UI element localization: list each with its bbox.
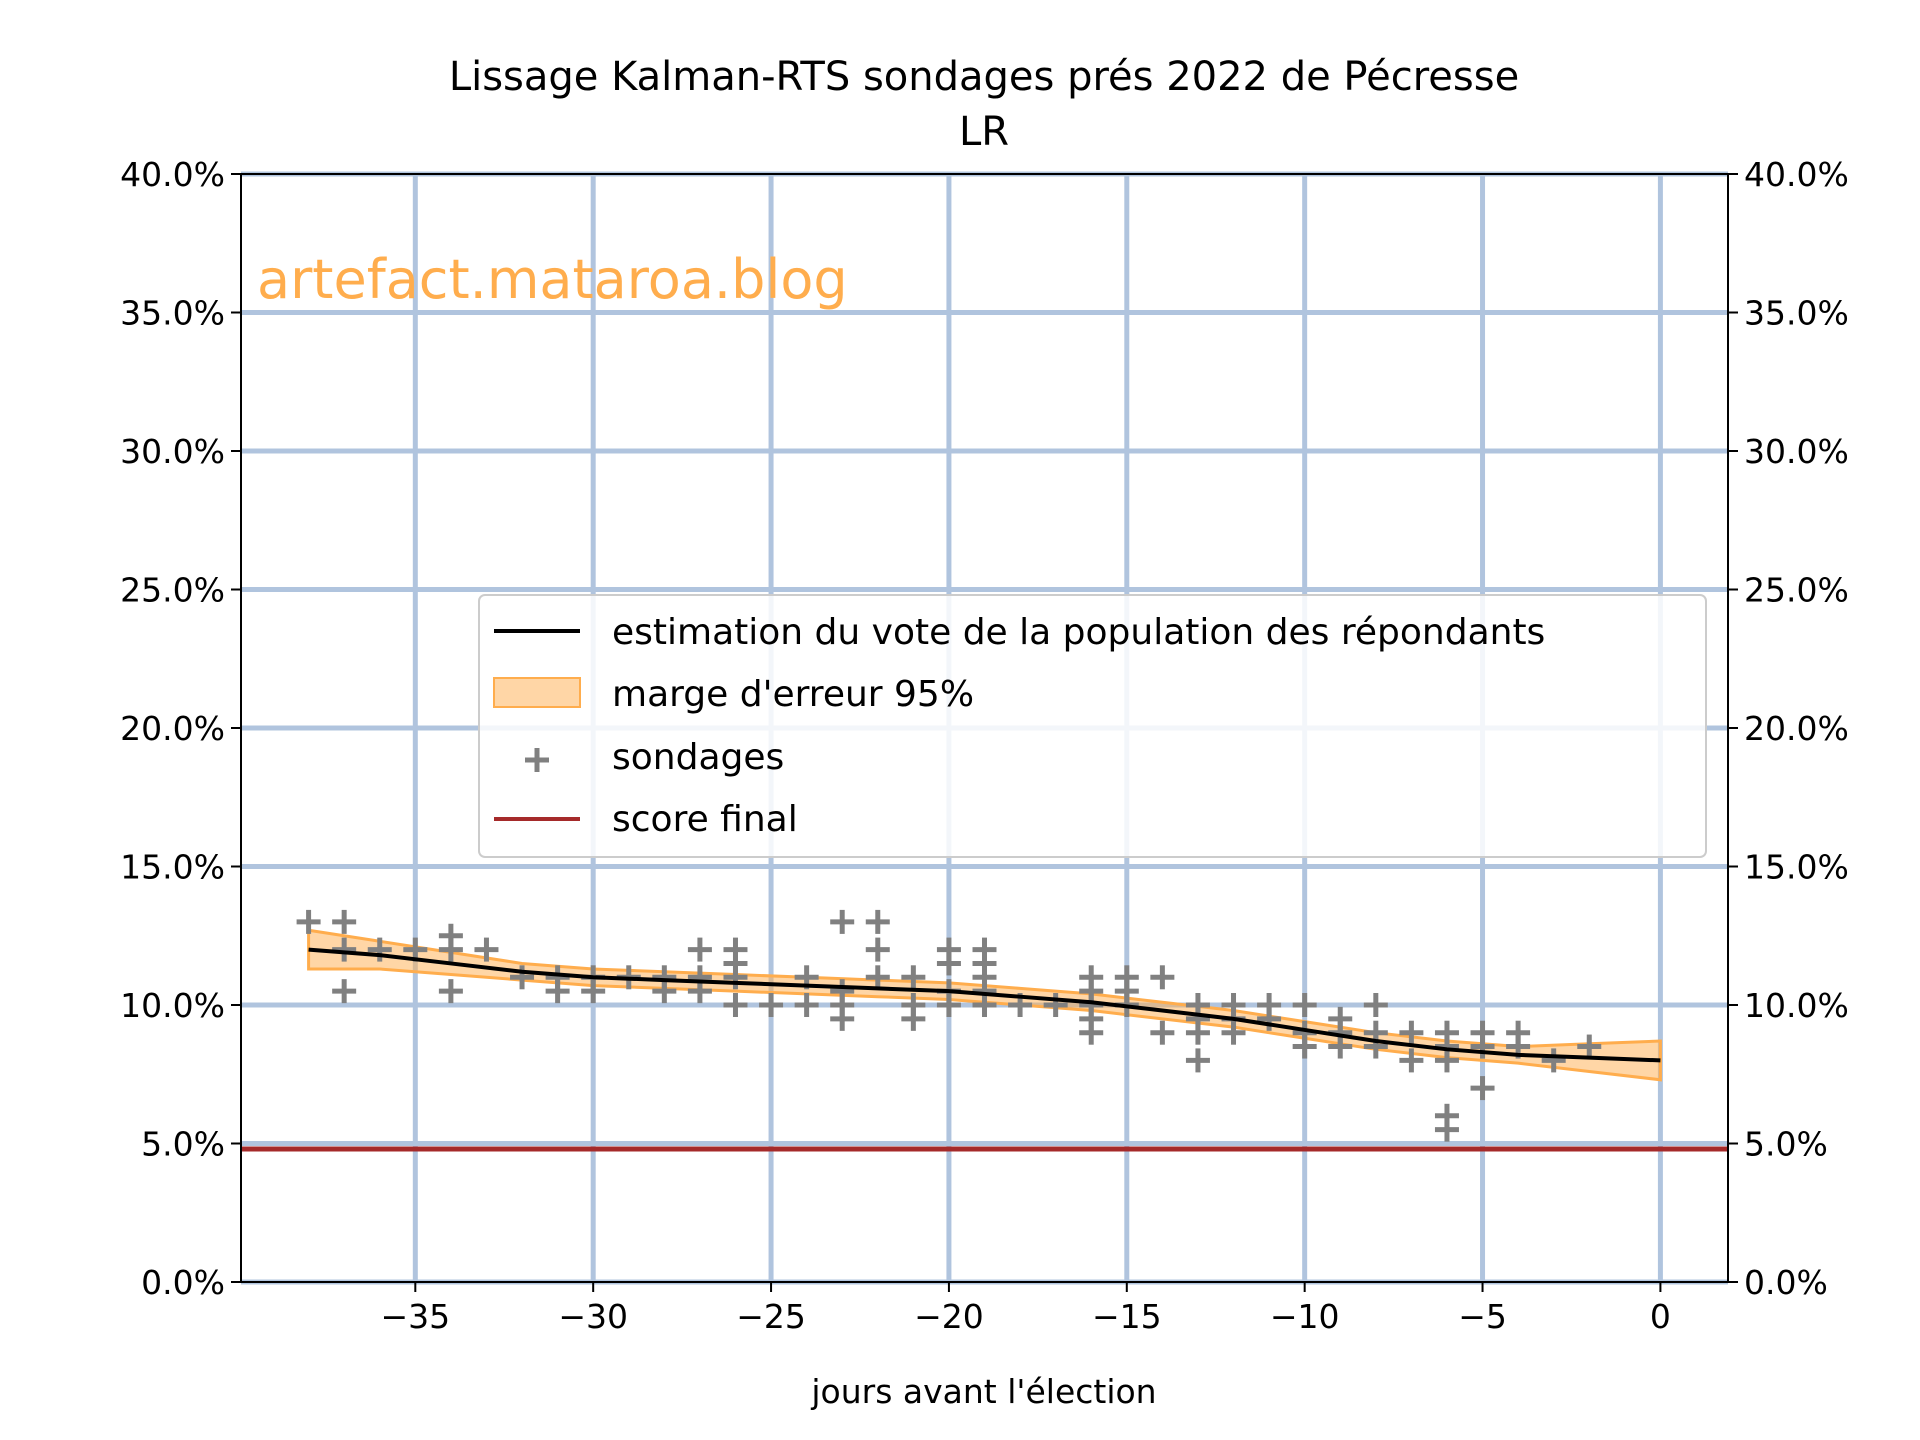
legend-label-band: marge d'erreur 95%: [612, 674, 974, 715]
poll-point: [901, 1006, 926, 1031]
poll-point: [759, 993, 784, 1017]
chart-title: Lissage Kalman-RTS sondages prés 2022 de…: [449, 54, 1519, 100]
x-tick-label: −5: [1458, 1297, 1507, 1336]
y-tick-label-left: 10.0%: [120, 986, 225, 1025]
poll-point: [723, 965, 748, 990]
x-tick-label: −25: [736, 1297, 806, 1336]
y-tick-label-right: 5.0%: [1744, 1125, 1828, 1164]
y-tick-label-left: 15.0%: [120, 848, 225, 887]
y-tick-label-right: 20.0%: [1744, 709, 1849, 748]
poll-point: [723, 993, 748, 1017]
poll-point: [1185, 1020, 1210, 1045]
poll-point: [1541, 1048, 1566, 1073]
y-tick-label-left: 35.0%: [120, 294, 225, 333]
poll-point: [652, 979, 677, 1004]
poll-point: [1079, 1020, 1104, 1045]
poll-point: [936, 951, 961, 976]
poll-point: [1328, 1034, 1353, 1059]
x-axis-label: jours avant l'élection: [810, 1372, 1156, 1411]
poll-point: [1292, 993, 1317, 1017]
y-tick-label-right: 10.0%: [1744, 986, 1849, 1025]
x-tick-label: −30: [558, 1297, 628, 1336]
estimate-line: [308, 947, 1661, 1063]
y-tick-label-right: 35.0%: [1744, 294, 1849, 333]
chart-subtitle: LR: [959, 109, 1009, 155]
poll-point: [332, 937, 357, 962]
legend-band-swatch: [493, 677, 581, 708]
poll-point: [687, 937, 712, 962]
poll-point: [367, 937, 392, 962]
x-tick-label: 0: [1650, 1297, 1671, 1336]
x-tick-label: −15: [1092, 1297, 1162, 1336]
poll-point: [1150, 965, 1175, 990]
poll-point: [510, 965, 535, 990]
poll-point: [545, 979, 570, 1004]
poll-point: [1185, 1048, 1210, 1073]
x-tick-label: −10: [1270, 1297, 1340, 1336]
poll-point: [581, 979, 606, 1004]
poll-point: [865, 965, 890, 990]
poll-point: [332, 909, 357, 934]
poll-point: [1434, 1048, 1459, 1073]
poll-point: [1257, 1006, 1282, 1031]
poll-point: [830, 1006, 855, 1031]
poll-point: [1577, 1034, 1602, 1059]
poll-point: [1434, 1117, 1459, 1142]
y-tick-label-left: 40.0%: [120, 155, 225, 194]
poll-point: [936, 993, 961, 1017]
y-tick-label-right: 30.0%: [1744, 432, 1849, 471]
poll-point: [865, 937, 890, 962]
poll-point: [1363, 993, 1388, 1017]
y-tick-label-right: 15.0%: [1744, 848, 1849, 887]
poll-point: [1399, 1048, 1424, 1073]
legend-box: [478, 594, 1707, 858]
poll-point: [332, 979, 357, 1004]
poll-point: [1470, 1034, 1495, 1059]
poll-point: [474, 937, 499, 962]
poll-point: [1043, 993, 1068, 1017]
ticks: −35 −30 −25 −20 −15 −10 −5 0 0.0% 0.0% 5.0% 5.0% 10.…: [120, 155, 1849, 1336]
legend-label-polls: sondages: [612, 737, 784, 778]
poll-point: [438, 937, 463, 962]
y-tick-label-left: 30.0%: [120, 432, 225, 471]
y-tick-label-left: 25.0%: [120, 571, 225, 610]
legend-plus-swatch: [525, 748, 549, 772]
poll-point: [901, 965, 926, 990]
y-tick-label-left: 20.0%: [120, 709, 225, 748]
estimate-line-layer: [308, 947, 1661, 1063]
poll-point: [1470, 1076, 1495, 1101]
y-tick-label-right: 0.0%: [1744, 1263, 1828, 1302]
poll-point: [794, 993, 819, 1017]
poll-point: [830, 909, 855, 934]
poll-point: [865, 909, 890, 934]
poll-point: [1363, 1034, 1388, 1059]
y-tick-label-left: 0.0%: [141, 1263, 225, 1302]
poll-point: [1292, 1034, 1317, 1059]
poll-point: [1399, 1020, 1424, 1045]
y-tick-label-left: 5.0%: [141, 1125, 225, 1164]
watermark: artefact.mataroa.blog: [257, 248, 848, 311]
x-tick-label: −35: [380, 1297, 450, 1336]
poll-point: [972, 993, 997, 1017]
legend: estimation du vote de la population des …: [478, 594, 1707, 858]
x-tick-label: −20: [914, 1297, 984, 1336]
poll-point: [438, 979, 463, 1004]
poll-point: [1150, 1020, 1175, 1045]
legend-label-estimate: estimation du vote de la population des …: [612, 612, 1545, 653]
legend-label-final: score final: [612, 799, 798, 840]
poll-point: [296, 909, 321, 934]
y-tick-label-right: 25.0%: [1744, 571, 1849, 610]
poll-point: [1221, 1020, 1246, 1045]
y-tick-label-right: 40.0%: [1744, 155, 1849, 194]
